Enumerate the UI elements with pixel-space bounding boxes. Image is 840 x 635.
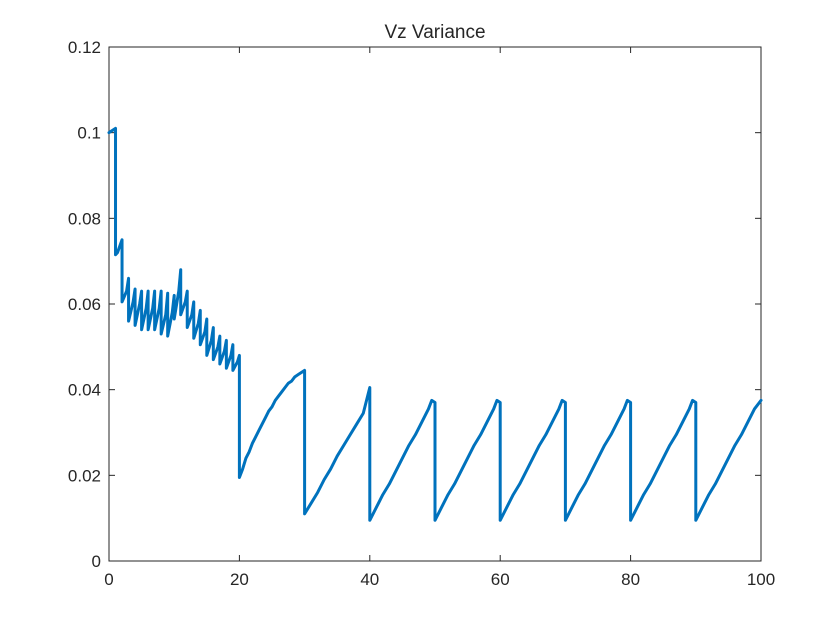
x-tick-label: 60	[491, 570, 510, 589]
series-line	[107, 126, 763, 522]
y-tick-label: 0.08	[68, 209, 101, 228]
x-tick-label: 80	[621, 570, 640, 589]
chart-title: Vz Variance	[384, 22, 485, 43]
y-tick-label: 0.06	[68, 295, 101, 314]
y-tick-label: 0.02	[68, 466, 101, 485]
y-tick-label: 0.12	[68, 38, 101, 57]
x-tick-label: 20	[230, 570, 249, 589]
x-tick-label: 40	[360, 570, 379, 589]
y-tick-label: 0.04	[68, 381, 101, 400]
y-tick-label: 0	[92, 552, 101, 571]
plot-area: 0 20 40 60 80 100 0 0.02 0.04 0.06 0.08 0.1 0.12	[68, 38, 775, 589]
x-tick-label: 100	[747, 570, 775, 589]
x-tick-label: 0	[104, 570, 113, 589]
y-tick-label: 0.1	[77, 124, 101, 143]
